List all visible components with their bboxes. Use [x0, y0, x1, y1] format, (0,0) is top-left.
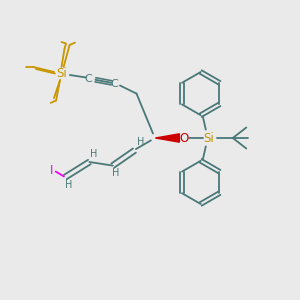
Text: H: H: [65, 179, 73, 190]
Polygon shape: [155, 134, 179, 142]
Text: I: I: [50, 164, 54, 177]
Text: C: C: [111, 79, 119, 89]
Text: Si: Si: [56, 67, 67, 80]
Text: H: H: [137, 137, 145, 147]
Text: H: H: [112, 168, 119, 178]
Text: Si: Si: [203, 131, 214, 145]
Text: C: C: [85, 74, 92, 84]
Text: H: H: [90, 149, 98, 159]
Text: O: O: [179, 131, 188, 145]
